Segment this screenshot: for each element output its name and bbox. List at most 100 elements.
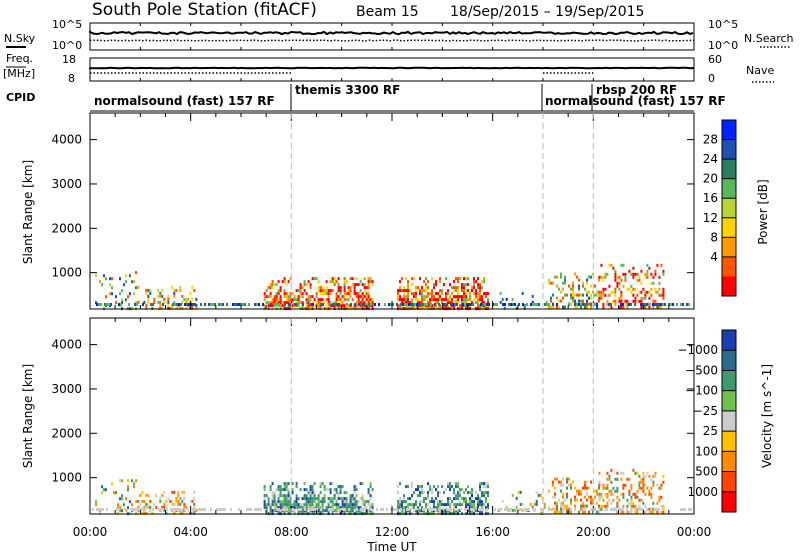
echo-cell: [570, 296, 572, 300]
echo-cell: [483, 482, 485, 486]
echo-cell: [100, 303, 102, 306]
echo-cell: [397, 485, 399, 489]
echo-cell: [449, 301, 451, 305]
velocity-colorbar-label: Velocity [m s^-1]: [760, 364, 774, 468]
echo-cell: [481, 295, 483, 299]
echo-cell: [111, 277, 113, 281]
echo-cell: [118, 303, 120, 306]
echo-cell: [276, 508, 278, 511]
echo-cell: [248, 508, 250, 511]
echo-cell: [165, 499, 168, 503]
echo-cell: [275, 503, 278, 507]
echo-cell: [263, 503, 266, 507]
echo-cell: [341, 500, 344, 504]
echo-cell: [194, 508, 196, 511]
echo-cell: [438, 303, 440, 306]
echo-cell: [494, 508, 496, 511]
echo-cell: [301, 301, 304, 305]
echo-cell: [365, 292, 368, 296]
echo-cell: [481, 286, 483, 290]
echo-cell: [562, 508, 564, 511]
echo-cell: [119, 506, 121, 510]
echo-cell: [161, 294, 164, 298]
echo-cell: [317, 301, 320, 305]
echo-cell: [505, 505, 508, 509]
echo-cell: [431, 295, 433, 299]
echo-cell: [648, 510, 651, 514]
echo-cell: [636, 471, 639, 475]
echo-cell: [271, 298, 274, 302]
echo-cell: [632, 287, 635, 291]
echo-cell: [359, 506, 362, 510]
echo-cell: [469, 503, 471, 507]
echo-cell: [560, 290, 562, 294]
echo-cell: [560, 507, 562, 511]
echo-cell: [554, 477, 556, 481]
echo-cell: [313, 298, 316, 302]
echo-cell: [283, 503, 286, 507]
echo-cell: [616, 281, 619, 285]
echo-cell: [622, 483, 625, 487]
echo-cell: [414, 508, 416, 511]
echo-cell: [459, 491, 461, 495]
echo-cell: [628, 287, 631, 291]
echo-cell: [359, 289, 362, 293]
echo-cell: [455, 497, 457, 501]
echo-cell: [578, 287, 580, 291]
echo-cell: [355, 485, 358, 489]
echo-cell: [271, 280, 274, 284]
echo-cell: [520, 508, 522, 511]
echo-cell: [335, 298, 338, 302]
echo-cell: [574, 305, 576, 309]
echo-cell: [159, 303, 162, 307]
echo-cell: [572, 287, 574, 291]
echo-cell: [125, 298, 127, 302]
echo-cell: [275, 298, 278, 302]
echo-cell: [646, 269, 649, 273]
echo-cell: [602, 302, 605, 306]
echo-cell: [652, 483, 655, 487]
echo-cell: [548, 303, 550, 306]
echo-cell: [125, 280, 127, 284]
echo-cell: [640, 290, 643, 294]
echo-cell: [453, 491, 455, 495]
echo-cell: [465, 500, 467, 504]
echo-cell: [127, 488, 129, 492]
echo-cell: [618, 299, 621, 303]
echo-cell: [564, 281, 566, 285]
echo-cell: [486, 508, 488, 511]
echo-cell: [614, 508, 616, 511]
echo-cell: [470, 303, 472, 306]
echo-cell: [608, 498, 611, 502]
echo-cell: [397, 500, 399, 504]
echo-cell: [401, 298, 403, 302]
echo-cell: [650, 510, 653, 514]
echo-cell: [437, 503, 439, 507]
echo-cell: [634, 272, 637, 276]
echo-cell: [313, 491, 316, 495]
echo-cell: [437, 292, 439, 296]
echo-cell: [437, 494, 439, 498]
echo-cell: [283, 506, 286, 510]
echo-cell: [464, 508, 466, 511]
echo-cell: [151, 511, 154, 515]
echo-cell: [602, 504, 605, 508]
echo-cell: [317, 497, 320, 501]
echo-cell: [606, 272, 609, 276]
echo-cell: [439, 289, 441, 293]
echo-cell: [462, 303, 464, 306]
colorbar-swatch: [722, 451, 736, 473]
echo-cell: [369, 506, 372, 510]
echo-cell: [434, 508, 436, 511]
echo-cell: [634, 287, 637, 291]
echo-cell: [353, 292, 356, 296]
echo-cell: [111, 286, 113, 290]
echo-cell: [469, 491, 471, 495]
echo-cell: [554, 492, 556, 496]
echo-cell: [487, 298, 489, 302]
echo-cell: [153, 502, 156, 506]
echo-cell: [598, 278, 600, 282]
echo-cell: [473, 503, 475, 507]
echo-cell: [359, 280, 362, 284]
echo-cell: [598, 275, 601, 279]
